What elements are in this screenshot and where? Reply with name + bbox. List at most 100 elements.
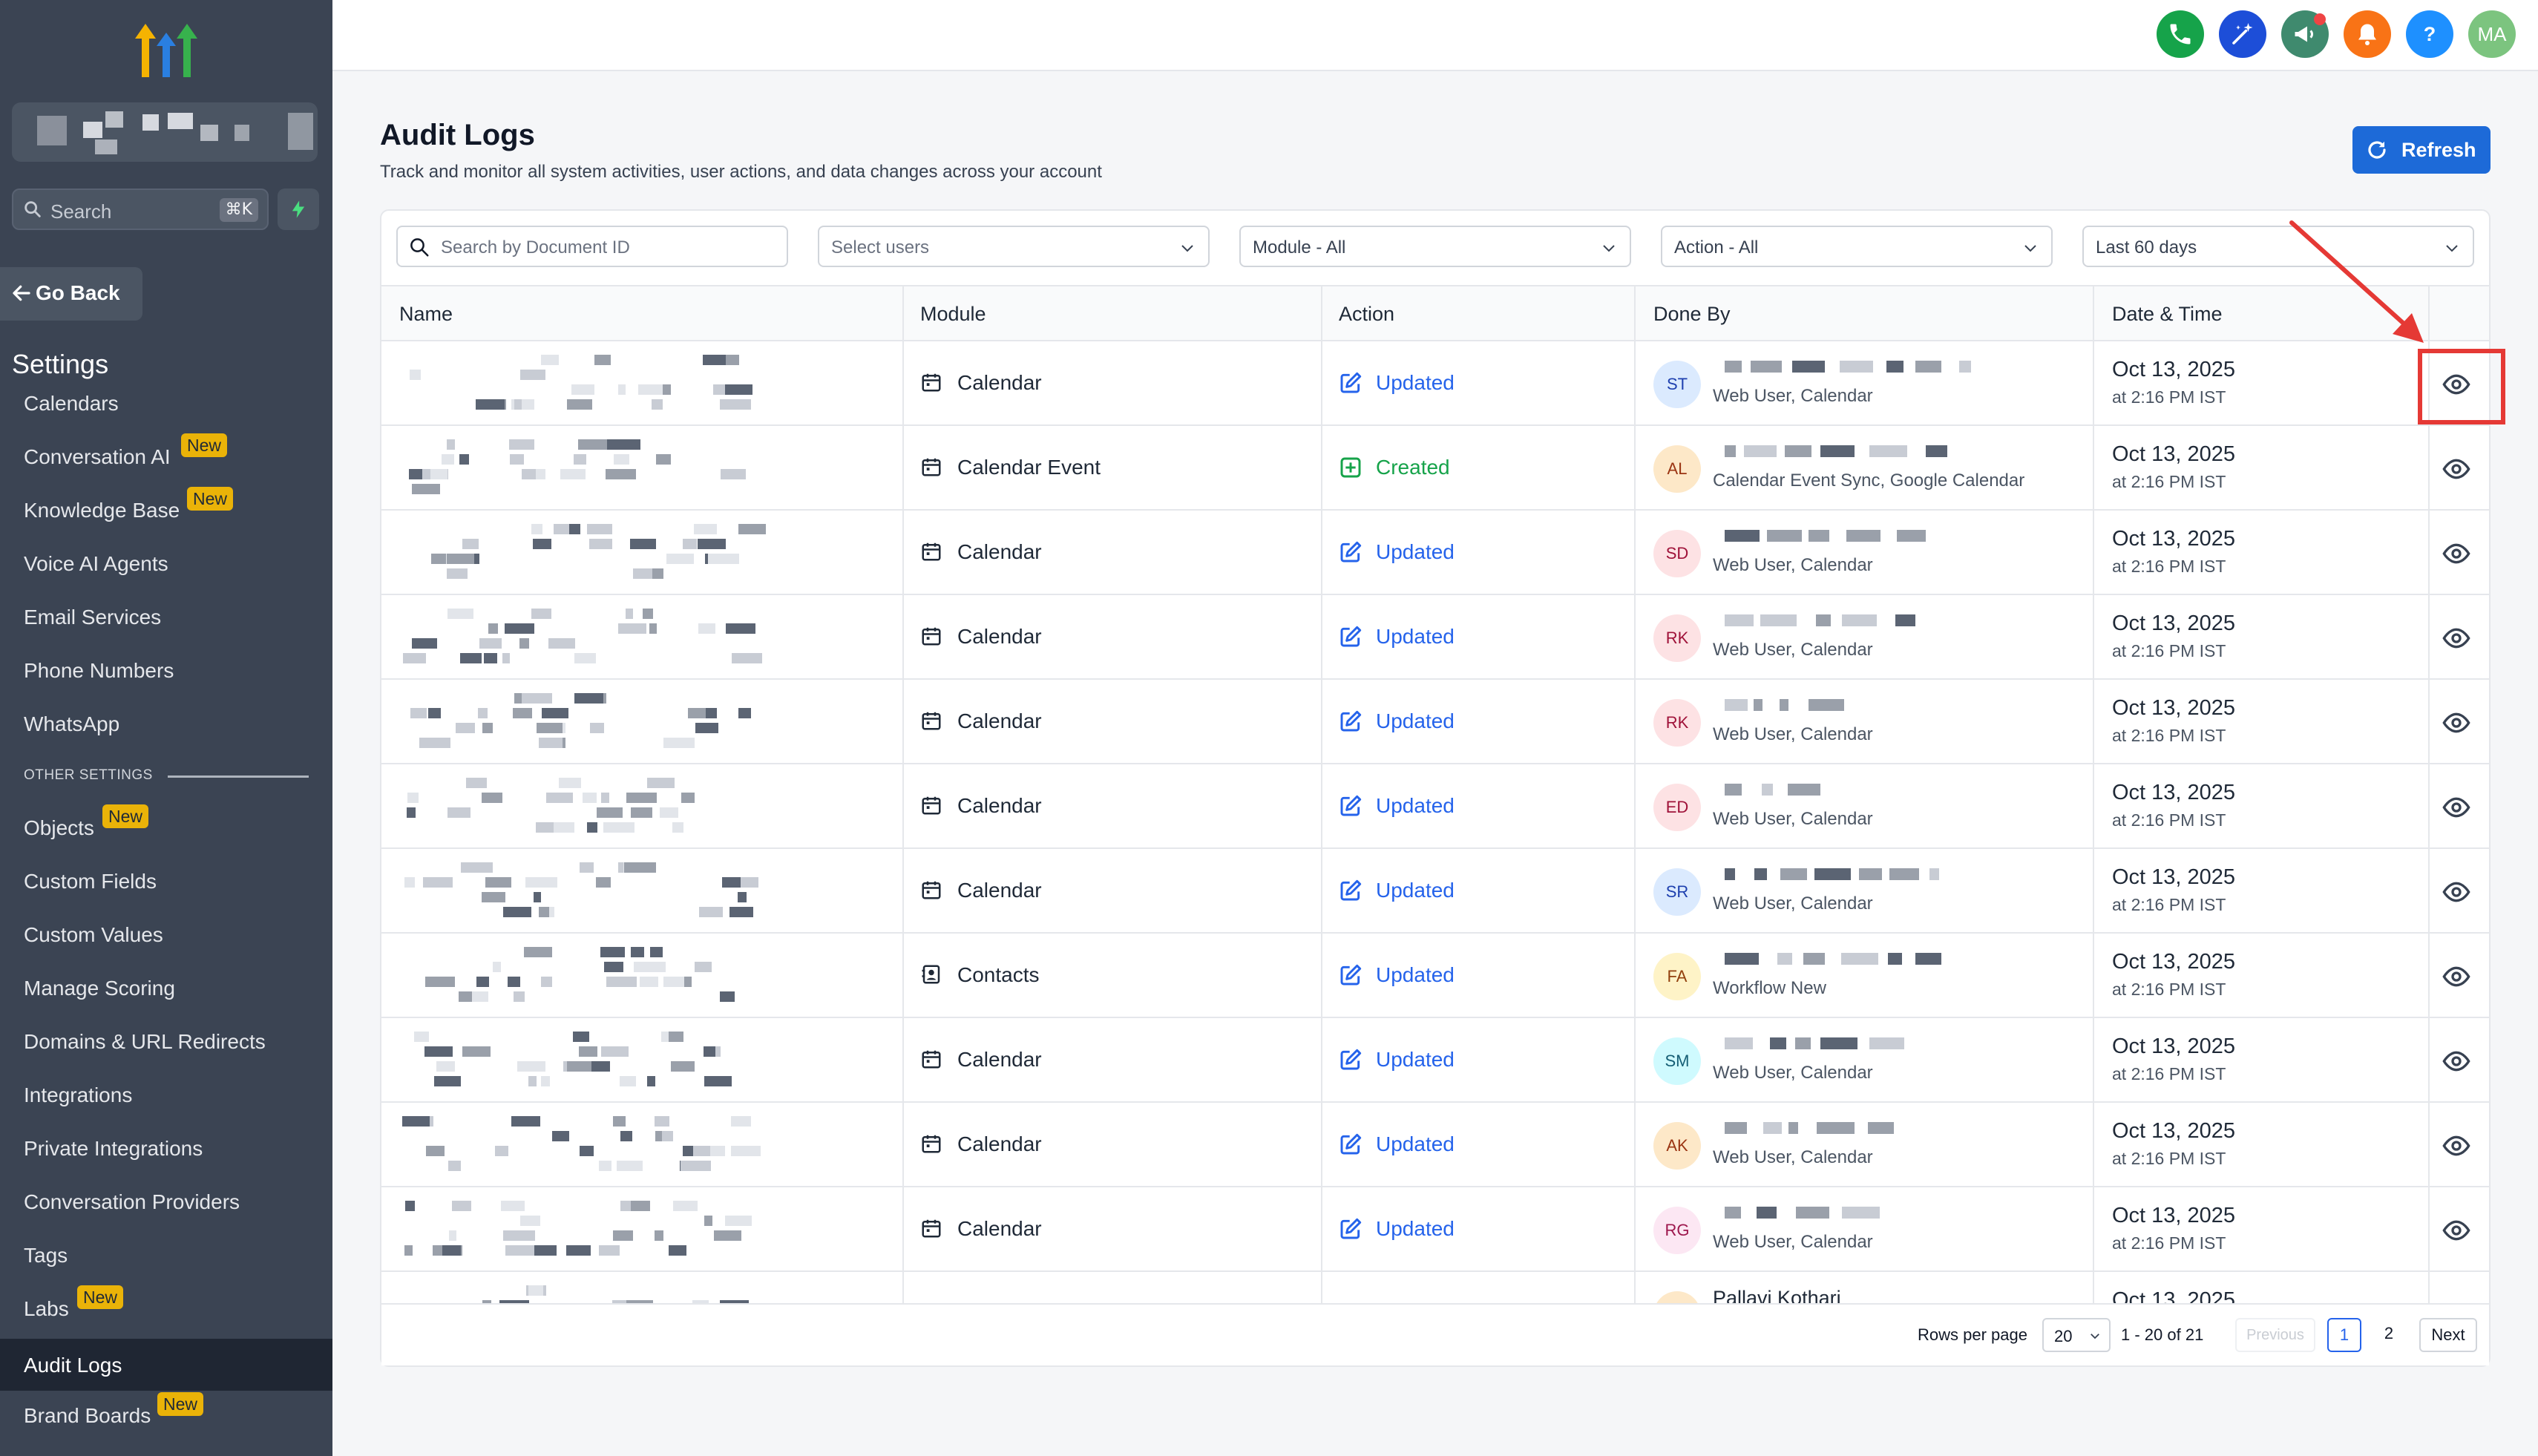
phone-icon xyxy=(2170,24,2191,45)
calendar-icon xyxy=(920,1217,942,1239)
table-row[interactable]: Contacts Updated FA Workflow New Oct 13, 202… xyxy=(381,934,2489,1018)
user-avatar: AK xyxy=(1653,1122,1701,1170)
document-id-search[interactable]: Search by Document ID xyxy=(396,226,788,267)
location-switcher[interactable] xyxy=(12,102,318,162)
view-details-eye-icon[interactable] xyxy=(2442,623,2471,653)
sidebar-item-label: Objects xyxy=(24,816,94,839)
user-avatar[interactable]: MA xyxy=(2468,10,2516,58)
sidebar-item-conversation-ai[interactable]: Conversation AI xyxy=(24,445,171,469)
edit-icon xyxy=(1339,625,1363,649)
sidebar-item-tags[interactable]: Tags xyxy=(24,1244,68,1268)
sidebar-item-email-services[interactable]: Email Services xyxy=(24,606,161,629)
sidebar-item-domains[interactable]: Domains & URL Redirects xyxy=(24,1030,266,1054)
rows-per-page-select[interactable]: 20 xyxy=(2042,1318,2111,1352)
log-time: at 2:16 PM IST xyxy=(2112,726,2226,745)
view-details-eye-icon[interactable] xyxy=(2442,1131,2471,1161)
brand-logo[interactable] xyxy=(132,22,200,79)
module-label: Calendar xyxy=(957,1048,1042,1071)
date-range-select[interactable]: Last 60 days xyxy=(2082,226,2474,267)
chevron-down-icon xyxy=(2446,245,2458,252)
log-time: at 2:16 PM IST xyxy=(2112,1064,2226,1083)
action-select[interactable]: Action - All xyxy=(1661,226,2053,267)
next-page-button[interactable]: Next xyxy=(2419,1318,2477,1352)
view-details-eye-icon[interactable] xyxy=(2442,1046,2471,1076)
sidebar-item-calendars[interactable]: Calendars xyxy=(24,392,119,416)
edit-icon xyxy=(1339,963,1363,987)
log-time: at 2:16 PM IST xyxy=(2112,980,2226,999)
table-row[interactable]: Calendar Updated RG Web User, Calendar Oct 1… xyxy=(381,1187,2489,1272)
notifications-button[interactable] xyxy=(2344,10,2391,58)
table-header: Name Module Action Done By Date & Time xyxy=(381,285,2489,341)
quick-action-button[interactable] xyxy=(278,188,319,230)
search-icon xyxy=(24,201,41,217)
column-divider xyxy=(1321,285,1322,1303)
announcements-button[interactable] xyxy=(2281,10,2329,58)
sidebar-item-manage-scoring[interactable]: Manage Scoring xyxy=(24,977,175,1000)
action-label: Updated xyxy=(1376,1048,1455,1071)
calendar-icon xyxy=(920,1048,942,1070)
log-date: Oct 13, 2025 xyxy=(2112,865,2236,889)
view-details-eye-icon[interactable] xyxy=(2442,877,2471,907)
go-back-button[interactable]: Go Back xyxy=(0,267,142,321)
view-details-eye-icon[interactable] xyxy=(2442,793,2471,822)
sidebar-item-whatsapp[interactable]: WhatsApp xyxy=(24,712,119,736)
calendar-icon xyxy=(920,371,942,393)
view-details-eye-icon[interactable] xyxy=(2442,539,2471,568)
plus-square-icon xyxy=(1339,456,1363,479)
sidebar-item-conversation-providers[interactable]: Conversation Providers xyxy=(24,1190,240,1214)
done-by-source: Web User, Calendar xyxy=(1713,724,1873,744)
sidebar-item-label: Integrations xyxy=(24,1083,133,1106)
previous-page-button[interactable]: Previous xyxy=(2235,1318,2315,1352)
module-select[interactable]: Module - All xyxy=(1239,226,1631,267)
users-select[interactable]: Select users xyxy=(818,226,1210,267)
sidebar-item-objects[interactable]: Objects xyxy=(24,816,94,840)
sidebar-item-brand-boards[interactable]: Brand Boards xyxy=(24,1404,151,1428)
table-row[interactable]: Calendar Updated SD Web User, Calendar Oct 1… xyxy=(381,511,2489,595)
sidebar-item-custom-fields[interactable]: Custom Fields xyxy=(24,870,157,893)
module-label: Calendar xyxy=(957,540,1042,563)
page-1-button[interactable]: 1 xyxy=(2327,1318,2361,1352)
refresh-button[interactable]: Refresh xyxy=(2352,126,2491,174)
sidebar-item-label: Custom Values xyxy=(24,923,163,946)
view-details-eye-icon[interactable] xyxy=(2442,454,2471,484)
sidebar-item-phone-numbers[interactable]: Phone Numbers xyxy=(24,659,174,683)
view-details-eye-icon[interactable] xyxy=(2442,962,2471,991)
page-2-button[interactable]: 2 xyxy=(2384,1324,2394,1342)
sidebar-item-label: Email Services xyxy=(24,606,162,629)
redacted-name xyxy=(402,604,781,671)
table-row[interactable]: Calendar Event Created AL Calendar Event Sy… xyxy=(381,426,2489,511)
edit-icon xyxy=(1339,1132,1363,1156)
sidebar-item-knowledge-base[interactable]: Knowledge Base xyxy=(24,499,180,522)
table-row[interactable]: Calendar Updated ST Web User, Calendar Oct 1… xyxy=(381,341,2489,426)
done-by-source: Web User, Calendar xyxy=(1713,640,1873,660)
table-row[interactable]: Calendar Updated RK Web User, Calendar Oct 1… xyxy=(381,680,2489,764)
redacted-name xyxy=(402,435,781,502)
new-badge: New xyxy=(102,804,149,828)
sidebar-item-private-integrations[interactable]: Private Integrations xyxy=(24,1137,203,1161)
action-label: Updated xyxy=(1376,625,1455,648)
sidebar-item-label: Tags xyxy=(24,1244,68,1267)
sidebar-item-custom-values[interactable]: Custom Values xyxy=(24,923,163,947)
view-details-eye-icon[interactable] xyxy=(2442,1216,2471,1245)
redacted-user-name xyxy=(1713,525,2069,549)
sidebar-search[interactable]: Search ⌘K xyxy=(12,188,269,230)
sidebar-item-integrations[interactable]: Integrations xyxy=(24,1083,132,1107)
date-range-value: Last 60 days xyxy=(2096,237,2197,258)
module-select-value: Module - All xyxy=(1253,237,1346,258)
table-row[interactable]: Calendar Updated ED Web User, Calendar Oct 1… xyxy=(381,764,2489,849)
table-row[interactable]: Calendar Updated SR Web User, Calendar Oct 1… xyxy=(381,849,2489,934)
log-date: Oct 13, 2025 xyxy=(2112,696,2236,720)
sidebar-item-labs[interactable]: Labs xyxy=(24,1297,69,1321)
phone-button[interactable] xyxy=(2157,10,2204,58)
view-details-eye-icon[interactable] xyxy=(2442,370,2471,399)
sidebar-item-voice-ai-agents[interactable]: Voice AI Agents xyxy=(24,552,168,576)
table-row[interactable]: Calendar Updated RK Web User, Calendar Oct 1… xyxy=(381,595,2489,680)
user-avatar: RK xyxy=(1653,614,1701,662)
sidebar-item-audit-logs[interactable]: Audit Logs xyxy=(0,1339,332,1391)
redacted-name xyxy=(402,519,781,586)
help-button[interactable]: ? xyxy=(2406,10,2453,58)
ai-assist-button[interactable] xyxy=(2219,10,2266,58)
table-row[interactable]: Calendar Updated AK Web User, Calendar Oct 1… xyxy=(381,1103,2489,1187)
view-details-eye-icon[interactable] xyxy=(2442,708,2471,738)
table-row[interactable]: Calendar Updated SM Web User, Calendar Oct 1… xyxy=(381,1018,2489,1103)
